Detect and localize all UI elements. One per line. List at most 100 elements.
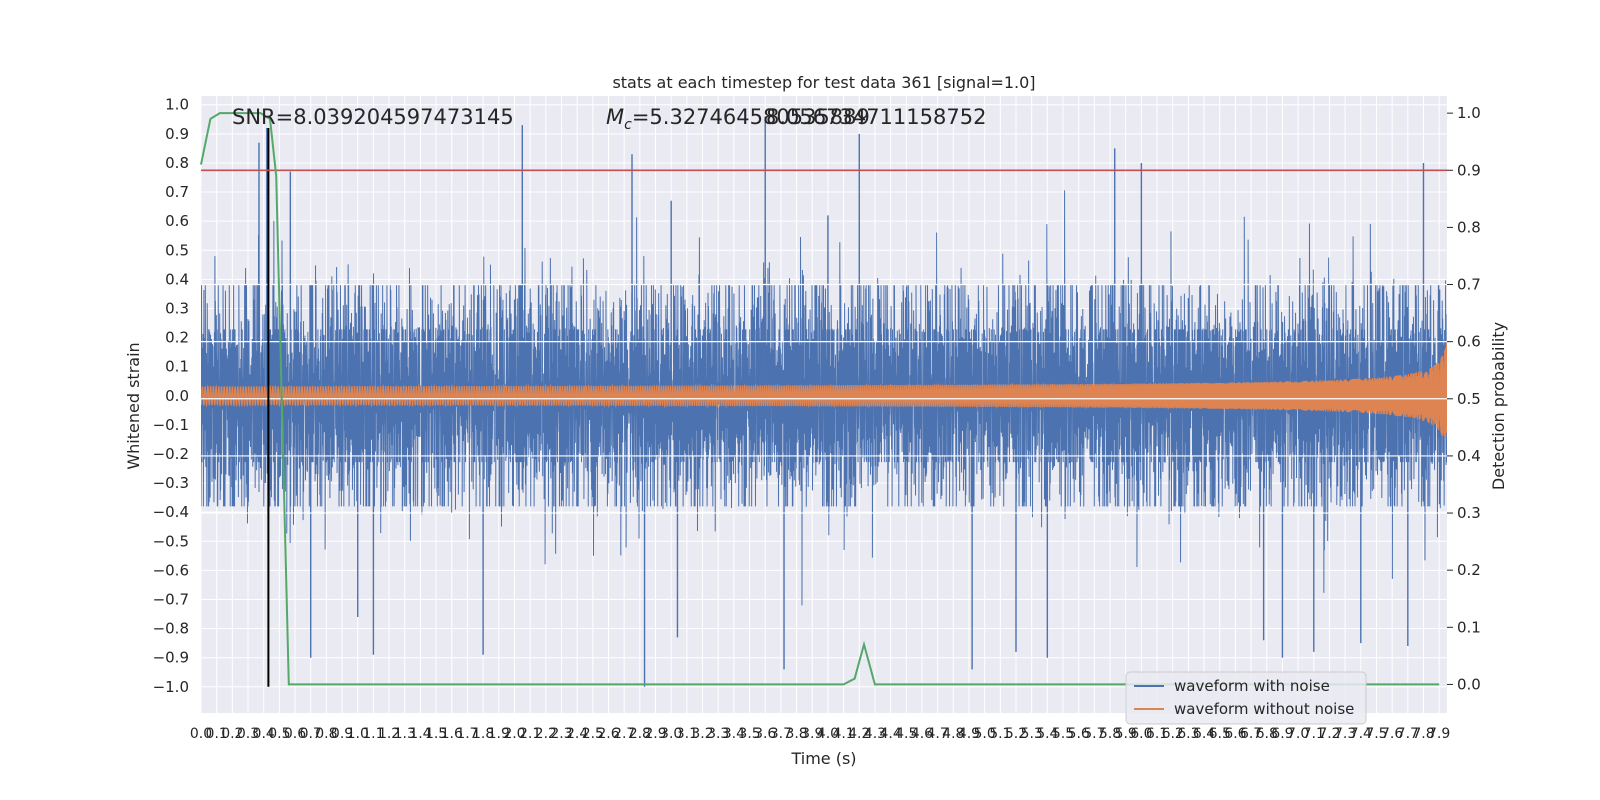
x-tick-label: 6.8 (1256, 726, 1278, 742)
legend-label-clean: waveform without noise (1174, 700, 1354, 718)
x-tick-label: 6.0 (1130, 726, 1152, 742)
x-tick-label: 6.7 (1240, 726, 1262, 742)
x-tick-label: 1.4 (409, 726, 431, 742)
right-tick-label: 0.2 (1457, 561, 1481, 579)
legend-label-noise: waveform with noise (1174, 677, 1330, 695)
right-tick-label: 0.8 (1457, 218, 1481, 236)
x-tick-label: 2.9 (644, 726, 666, 742)
overlapping-annotation: 8.056734711158752 (766, 105, 986, 129)
x-tick-label: 3.1 (676, 726, 698, 742)
x-tick-label: 3.8 (785, 726, 807, 742)
x-tick-label: 1.1 (362, 726, 384, 742)
left-tick-label: 0.7 (165, 183, 189, 201)
x-tick-label: 0.4 (253, 726, 275, 742)
x-tick-label: 3.4 (723, 726, 745, 742)
x-tick-label: 2.1 (519, 726, 541, 742)
x-tick-label: 2.4 (566, 726, 588, 742)
left-y-axis-label: Whitened strain (124, 342, 143, 469)
x-tick-label: 4.2 (848, 726, 870, 742)
left-tick-label: −0.5 (153, 532, 189, 550)
x-tick-label: 2.3 (550, 726, 572, 742)
x-tick-label: 5.2 (1005, 726, 1027, 742)
left-tick-label: 0.9 (165, 125, 189, 143)
x-tick-label: 1.5 (425, 726, 447, 742)
left-tick-label: 0.1 (165, 358, 189, 376)
x-tick-label: 6.9 (1271, 726, 1293, 742)
x-tick-label: 4.7 (926, 726, 948, 742)
waveform-with-noise-series (201, 116, 1447, 687)
left-tick-label: 0.3 (165, 299, 189, 317)
right-axis-grid-lines (201, 283, 1447, 514)
x-axis: 0.00.10.20.30.40.50.60.70.80.91.01.11.21… (190, 726, 1450, 742)
x-tick-label: 3.9 (801, 726, 823, 742)
snr-annotation: SNR=8.039204597473145 (232, 105, 514, 129)
x-tick-label: 4.5 (895, 726, 917, 742)
right-tick-label: 1.0 (1457, 104, 1481, 122)
x-tick-label: 2.0 (503, 726, 525, 742)
x-tick-label: 5.0 (974, 726, 996, 742)
x-tick-label: 5.5 (1052, 726, 1074, 742)
x-tick-label: 7.6 (1381, 726, 1403, 742)
x-tick-label: 7.8 (1412, 726, 1434, 742)
x-tick-label: 4.1 (832, 726, 854, 742)
detection-probability-line (200, 112, 1440, 686)
x-tick-label: 7.4 (1350, 726, 1372, 742)
x-tick-label: 3.7 (770, 726, 792, 742)
x-tick-label: 1.8 (472, 726, 494, 742)
x-tick-label: 4.3 (864, 726, 886, 742)
x-tick-label: 1.0 (347, 726, 369, 742)
x-tick-label: 0.1 (206, 726, 228, 742)
x-tick-label: 5.8 (1099, 726, 1121, 742)
x-tick-label: 4.6 (911, 726, 933, 742)
chirp-mass-subscript: c (624, 117, 632, 133)
left-tick-label: 0.0 (165, 387, 189, 405)
x-tick-label: 1.3 (394, 726, 416, 742)
left-tick-label: −0.2 (153, 445, 189, 463)
right-tick-label: 0.0 (1457, 675, 1481, 693)
chirp-mass-symbol: M (606, 105, 624, 129)
x-tick-label: 2.8 (629, 726, 651, 742)
right-tick-label: 0.7 (1457, 276, 1481, 294)
x-tick-label: 2.6 (597, 726, 619, 742)
x-tick-label: 0.9 (331, 726, 353, 742)
x-axis-label: Time (s) (790, 749, 856, 768)
left-tick-label: −0.1 (153, 416, 189, 434)
right-tick-label: 0.9 (1457, 161, 1481, 179)
left-tick-label: −0.4 (153, 503, 189, 521)
x-tick-label: 0.3 (237, 726, 259, 742)
x-tick-label: 1.6 (441, 726, 463, 742)
left-y-axis: 1.0 0.9 0.8 0.7 0.6 0.5 0.4 0.3 0.2 0.1 0.0 −0.1 −0.… (153, 96, 189, 696)
x-tick-label: 6.5 (1209, 726, 1231, 742)
left-tick-label: 0.8 (165, 154, 189, 172)
x-tick-label: 3.6 (754, 726, 776, 742)
left-tick-label: −0.8 (153, 620, 189, 638)
x-tick-label: 3.0 (660, 726, 682, 742)
left-tick-label: −0.9 (153, 649, 189, 667)
left-tick-label: 0.5 (165, 241, 189, 259)
x-tick-label: 7.0 (1287, 726, 1309, 742)
x-tick-label: 7.5 (1365, 726, 1387, 742)
right-tick-label: 0.3 (1457, 504, 1481, 522)
x-tick-label: 6.1 (1146, 726, 1168, 742)
right-tick-label: 0.5 (1457, 390, 1481, 408)
left-tick-label: −0.6 (153, 561, 189, 579)
x-tick-label: 5.9 (1115, 726, 1137, 742)
left-tick-label: 0.4 (165, 270, 189, 288)
x-tick-label: 6.6 (1224, 726, 1246, 742)
x-tick-label: 1.9 (488, 726, 510, 742)
x-tick-label: 4.8 (942, 726, 964, 742)
legend: waveform with noise waveform without noi… (1125, 671, 1367, 725)
x-tick-label: 5.6 (1068, 726, 1090, 742)
noise-trace (201, 190, 1447, 606)
x-tick-label: 1.2 (378, 726, 400, 742)
left-tick-label: −0.7 (153, 590, 189, 608)
right-tick-label: 0.6 (1457, 333, 1481, 351)
x-tick-label: 0.6 (284, 726, 306, 742)
x-tick-label: 5.7 (1083, 726, 1105, 742)
x-tick-label: 6.3 (1177, 726, 1199, 742)
left-tick-label: −1.0 (153, 678, 189, 696)
left-tick-label: 1.0 (165, 96, 189, 114)
x-tick-label: 4.4 (879, 726, 901, 742)
x-tick-label: 5.1 (989, 726, 1011, 742)
